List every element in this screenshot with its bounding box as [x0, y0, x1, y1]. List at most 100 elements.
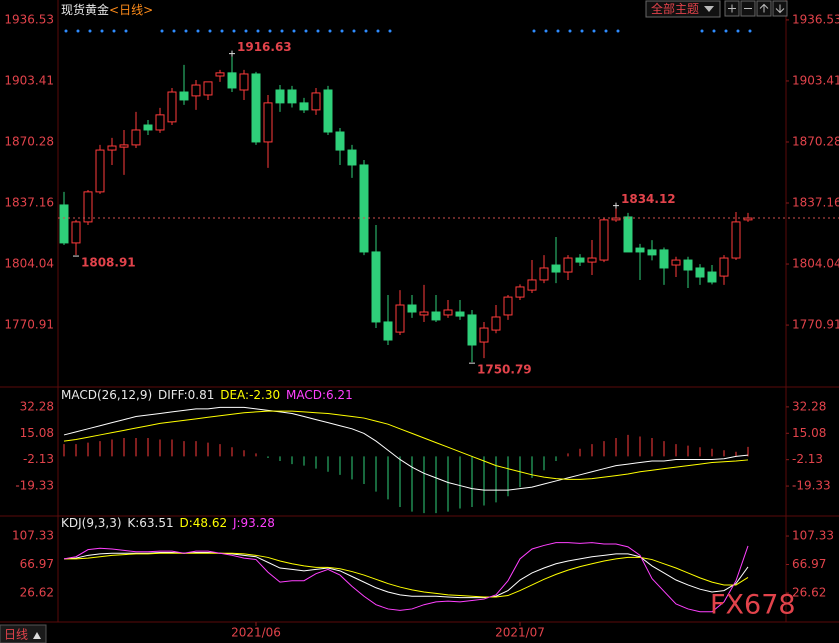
candle-body: [83, 191, 93, 223]
marker-dot: [592, 29, 596, 33]
marker-dot: [364, 29, 368, 33]
y-tick-label: 1936.53: [792, 12, 839, 26]
candle-body: [479, 327, 489, 343]
candle-body: [623, 216, 633, 253]
candle-body: [107, 145, 117, 151]
marker-dot: [184, 29, 188, 33]
high-label: 1916.63: [237, 40, 292, 54]
candle-body: [503, 296, 513, 316]
period-label: 日线: [4, 628, 28, 642]
marker-dot: [724, 29, 728, 33]
marker-dot: [544, 29, 548, 33]
candle-body: [131, 129, 141, 146]
watermark: FX678: [710, 590, 796, 621]
candle-body: [671, 259, 681, 266]
legend-item: J:93.28: [232, 516, 275, 530]
y-tick-label: 32.28: [20, 399, 54, 413]
marker-dot: [532, 29, 536, 33]
y-tick-label: 1804.04: [792, 257, 839, 271]
tool-icon: [728, 4, 736, 13]
candle-body: [71, 221, 81, 244]
candle-body: [383, 321, 393, 341]
kdj-legend: KDJ(9,3,3) K:63.51 D:48.62 J:93.28: [61, 516, 275, 530]
marker-dot: [64, 29, 68, 33]
candle-body: [299, 102, 309, 111]
candle-body: [491, 316, 501, 331]
marker-dot: [568, 29, 572, 33]
candle-body: [719, 257, 729, 277]
marker-dot: [172, 29, 176, 33]
marker-dot: [304, 29, 308, 33]
candle-body: [707, 271, 717, 283]
y-tick-label: -19.33: [792, 479, 831, 493]
candle-body: [587, 257, 597, 263]
indicator-line: [63, 410, 749, 480]
candle-body: [419, 311, 429, 316]
legend-item: K:63.51: [127, 516, 173, 530]
candle-body: [515, 286, 525, 298]
macd-legend: MACD(26,12,9) DIFF:0.81 DEA:-2.30 MACD:6…: [61, 388, 353, 402]
candle-body: [275, 89, 285, 104]
legend-item: MACD:6.21: [286, 388, 353, 402]
marker-dot: [556, 29, 560, 33]
candle-body: [287, 89, 297, 104]
y-tick-label: 1837.16: [4, 196, 54, 210]
extreme-marker: [229, 50, 235, 57]
y-tick-label: 1770.91: [792, 318, 839, 332]
toolbar: 全部主题: [645, 0, 788, 18]
period-arrow: [33, 632, 41, 639]
extreme-marker: [613, 202, 619, 209]
candle-body: [563, 257, 573, 273]
candle-body: [371, 251, 381, 323]
candle-body: [395, 304, 405, 333]
candle-body: [527, 279, 537, 291]
y-tick-label: 107.33: [792, 529, 834, 543]
y-tick-label: 15.08: [792, 426, 826, 440]
marker-dot: [376, 29, 380, 33]
dropdown-arrow: [704, 6, 714, 12]
marker-dot: [268, 29, 272, 33]
marker-dot: [352, 29, 356, 33]
tool-icon: [759, 3, 769, 13]
candle-body: [227, 72, 237, 89]
y-tick-label: 26.62: [20, 585, 54, 599]
candle-body: [347, 149, 357, 166]
y-tick-label: 1870.28: [792, 134, 839, 148]
footer-tab[interactable]: 日线: [0, 624, 47, 643]
panel-title: KDJ(9,3,3): [61, 516, 122, 530]
marker-dot: [700, 29, 704, 33]
candle-body: [635, 247, 645, 253]
candle-body: [311, 92, 321, 111]
marker-dot: [340, 29, 344, 33]
marker-dot: [388, 29, 392, 33]
theme-select[interactable]: [645, 0, 721, 18]
x-tick-label: 2021/07: [495, 626, 545, 640]
candle-body: [431, 311, 441, 321]
marker-dot: [100, 29, 104, 33]
candle-body: [215, 72, 225, 77]
chart-subtitle: <日线>: [109, 3, 153, 17]
candle-body: [335, 131, 345, 151]
tool-icon: [775, 4, 785, 14]
marker-dot: [232, 29, 236, 33]
y-tick-label: 1903.41: [792, 73, 839, 87]
legend-item: DIFF:0.81: [158, 388, 214, 402]
candle-body: [599, 219, 609, 261]
low-label: 1808.91: [81, 256, 136, 270]
marker-dot: [604, 29, 608, 33]
candle-body: [167, 91, 177, 123]
marker-dot: [256, 29, 260, 33]
high-label: 1834.12: [621, 192, 676, 206]
marker-dot: [616, 29, 620, 33]
candle-body: [443, 309, 453, 316]
candle-body: [239, 73, 249, 91]
y-tick-label: -2.13: [792, 452, 823, 466]
marker-dot: [196, 29, 200, 33]
candle-body: [683, 259, 693, 271]
x-tick-label: 2021/06: [231, 626, 281, 640]
candle-body: [155, 114, 165, 131]
y-tick-label: 66.97: [792, 557, 826, 571]
marker-dot: [244, 29, 248, 33]
